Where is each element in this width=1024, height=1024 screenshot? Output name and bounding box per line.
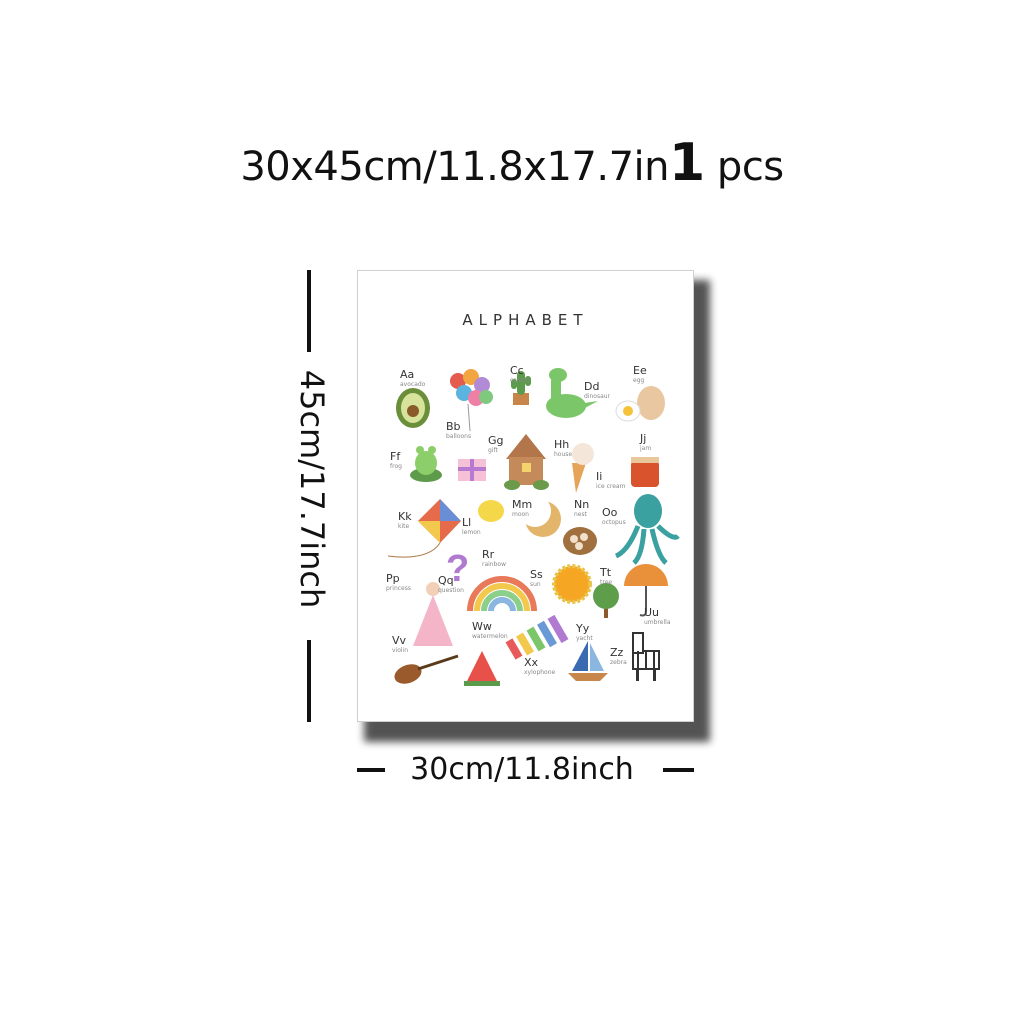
dinosaur-icon [546,368,598,418]
letter-y: Yy yacht [576,622,593,643]
letter-z: Zz zebra [610,646,627,667]
letter-s: Ss sun [530,568,543,589]
letter-c: Cc cactus [510,364,530,385]
letter-h: Hh house [554,438,573,459]
cactus-icon [511,371,531,405]
letter-p: Pp princess [386,572,411,593]
alphabet-poster: ALPHABET ? [357,270,694,722]
letter-b: Bb balloons [446,420,472,441]
tree-icon [593,583,619,618]
letter-g: Gg gift [488,434,504,455]
lemon-icon [478,500,504,522]
letter-d: Dd dinosaur [584,380,611,401]
height-dimension: 45cm/17.7inch [292,360,332,620]
violin-icon [394,654,459,684]
letter-u: Uu umbrella [644,606,671,627]
avocado-icon [396,388,430,428]
ice-cream-icon [572,443,594,493]
princess-icon [413,582,453,646]
letter-a: Aa avocado [400,368,426,389]
quantity-unit: pcs [716,144,784,190]
watermelon-icon [464,651,500,686]
xylophone-icon [505,614,569,660]
egg-icon [615,386,665,422]
letter-i: Ii ice cream [596,470,626,491]
letter-t: Tt tree [600,566,613,587]
poster-title: ALPHABET [462,311,589,329]
letter-n: Nn nest [574,498,590,519]
product-size-header: 30x45cm/11.8x17.7in1 pcs [0,137,1024,192]
height-dimension-line-top [307,270,311,352]
jam-icon [631,457,659,487]
sun-icon [552,564,592,604]
width-dimension-line-right [663,768,694,772]
nest-icon [563,527,597,555]
letter-x: Xx xylophone [524,656,556,677]
size-text: 30x45cm/11.8x17.7in [240,144,670,190]
letter-e: Ee egg [633,364,647,385]
letter-o: Oo octopus [602,506,626,527]
width-label: 30cm/11.8inch [410,752,634,787]
letter-w: Ww watermelon [472,620,508,641]
kite-icon [387,499,461,558]
letter-q: Qq question [438,574,464,595]
zebra-icon [632,632,660,681]
gift-icon [458,459,486,481]
letter-v: Vv violin [392,634,409,655]
letter-j: Jj jam [640,432,652,453]
letter-r: Rr rainbow [482,548,506,569]
rainbow-icon [467,576,537,612]
yacht-icon [568,641,608,681]
question-mark-icon: ? [446,548,469,590]
quantity-number: 1 [669,133,705,193]
letter-f: Ff frog [390,450,402,471]
letter-m: Mm moon [512,498,533,519]
height-label: 45cm/17.7inch [293,369,331,609]
letter-k: Kk kite [398,510,412,531]
width-dimension-line-left [357,768,385,772]
frog-icon [410,446,442,482]
height-dimension-line-bottom [307,640,311,722]
octopus-icon [614,494,680,565]
poster-illustrations: ? [387,368,680,686]
moon-icon [519,495,561,537]
house-icon [504,434,549,490]
balloons-icon [450,369,493,432]
umbrella-icon [624,564,668,617]
letter-l: Ll lemon [462,516,481,537]
